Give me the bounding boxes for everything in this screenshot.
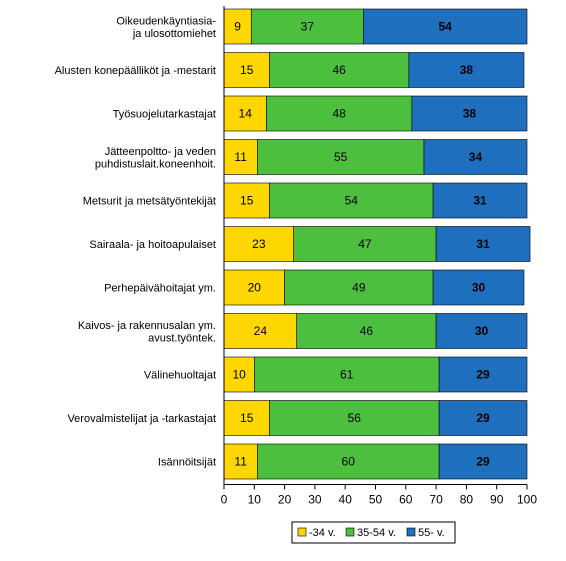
data-label: 46 — [360, 324, 374, 338]
data-label: 48 — [332, 107, 346, 121]
x-tick-label: 80 — [460, 493, 474, 507]
bar-segment — [269, 182, 434, 219]
bars-group: 9 37 54 15 46 38 14 48 38 11 55 34 15 54 31 23 47 31 20 49 3… — [223, 8, 531, 480]
data-label: 10 — [232, 368, 246, 382]
legend-label: 35-54 v. — [357, 527, 396, 539]
data-label: 56 — [348, 411, 362, 425]
category-label: Kaivos- ja rakennusalan ym. avust.työntek… — [78, 320, 216, 345]
category-label: Sairaala- ja hoitoapulaiset — [89, 239, 216, 251]
bar-segment — [223, 95, 267, 132]
data-label: 60 — [342, 455, 356, 469]
category-label: Jätteenpoltto- ja veden puhdistuslait.kon… — [95, 146, 216, 171]
category-label: Oikeudenkäyntiasia-ja ulosottomiehet — [116, 15, 216, 40]
data-label: 15 — [240, 194, 254, 208]
bar-segment — [223, 313, 298, 349]
data-label: 47 — [358, 237, 372, 251]
bar-segment — [223, 356, 255, 393]
data-label: 15 — [240, 63, 254, 77]
bar-segment — [435, 313, 528, 349]
data-label: 14 — [239, 107, 253, 121]
legend-label: 55- v. — [418, 527, 445, 539]
data-label: 15 — [240, 411, 254, 425]
data-label: 38 — [463, 107, 477, 121]
bar-segment — [423, 139, 528, 175]
data-label: 9 — [234, 20, 241, 34]
bar-segment — [293, 226, 437, 262]
bar-segment — [223, 139, 258, 175]
data-label: 23 — [252, 237, 266, 251]
x-tick-label: 60 — [399, 493, 413, 507]
category-label: Metsurit ja metsätyöntekijät — [83, 196, 216, 208]
category-label: Isännöitsijät — [158, 457, 216, 469]
bar-segment — [223, 8, 252, 45]
bar-segment — [408, 52, 525, 88]
category-label: Työsuojelutarkastajat — [113, 109, 216, 121]
category-label: Alusten konepäälliköt ja -mestarit — [55, 65, 216, 77]
data-label: 30 — [472, 281, 486, 295]
data-label: 38 — [460, 63, 474, 77]
bar-segment — [438, 400, 528, 436]
legend-box — [291, 521, 456, 544]
data-label: 54 — [345, 194, 359, 208]
data-label: 61 — [340, 368, 354, 382]
legend: -34 v. 35-54 v. 55- v. — [291, 521, 456, 544]
bar-segment — [432, 269, 525, 306]
category-label: Verovalmistelijat ja -tarkastajat — [67, 413, 216, 425]
bar-segment — [284, 269, 434, 306]
category-label: Välinehuoltajat — [144, 370, 216, 382]
data-label: 54 — [439, 20, 453, 34]
legend-swatch — [345, 527, 355, 537]
bar-segment — [435, 226, 531, 262]
bar-segment — [438, 443, 528, 480]
data-label: 31 — [473, 194, 487, 208]
bar-segment — [432, 182, 528, 219]
bar-segment — [223, 269, 285, 306]
bar-segment — [438, 356, 528, 393]
data-label: 46 — [332, 63, 346, 77]
bar-segment — [269, 52, 410, 88]
bar-segment — [296, 313, 437, 349]
data-label: 29 — [476, 411, 490, 425]
bar-segment — [223, 400, 270, 436]
bar-segment — [223, 182, 270, 219]
bar-segment — [250, 8, 364, 45]
legend-swatch — [297, 527, 307, 537]
bar-segment — [411, 95, 528, 132]
x-tick-label: 50 — [369, 493, 383, 507]
data-label: 55 — [334, 150, 348, 164]
data-label: 37 — [301, 20, 315, 34]
bar-segment — [223, 443, 258, 480]
data-label: 30 — [475, 324, 489, 338]
data-label: 20 — [248, 281, 262, 295]
data-label: 24 — [254, 324, 268, 338]
bar-segment — [363, 8, 528, 45]
category-labels: Oikeudenkäyntiasia-ja ulosottomiehet Alus… — [55, 15, 217, 468]
data-label: 29 — [476, 455, 490, 469]
bar-segment — [266, 95, 413, 132]
data-label: 31 — [476, 237, 490, 251]
bar-segment — [223, 52, 270, 88]
x-tick-label: 70 — [429, 493, 443, 507]
x-tick-label: 10 — [248, 493, 262, 507]
category-label: Perhepäivähoitajat ym. — [104, 283, 216, 295]
legend-label: -34 v. — [309, 527, 336, 539]
bar-segment — [269, 400, 440, 436]
x-tick-label: 90 — [490, 493, 504, 507]
data-label: 49 — [352, 281, 366, 295]
legend-swatch — [406, 527, 416, 537]
data-label: 11 — [234, 455, 247, 469]
data-label: 29 — [476, 368, 490, 382]
data-label: 34 — [469, 150, 483, 164]
x-tick-label: 30 — [308, 493, 322, 507]
data-label: 11 — [234, 150, 247, 164]
x-tick-label: 100 — [517, 493, 537, 507]
x-tick-label: 40 — [339, 493, 353, 507]
x-axis: 0 10 20 30 40 50 60 70 80 90 100 — [221, 6, 537, 507]
x-tick-label: 0 — [221, 493, 228, 507]
x-tick-label: 20 — [278, 493, 292, 507]
